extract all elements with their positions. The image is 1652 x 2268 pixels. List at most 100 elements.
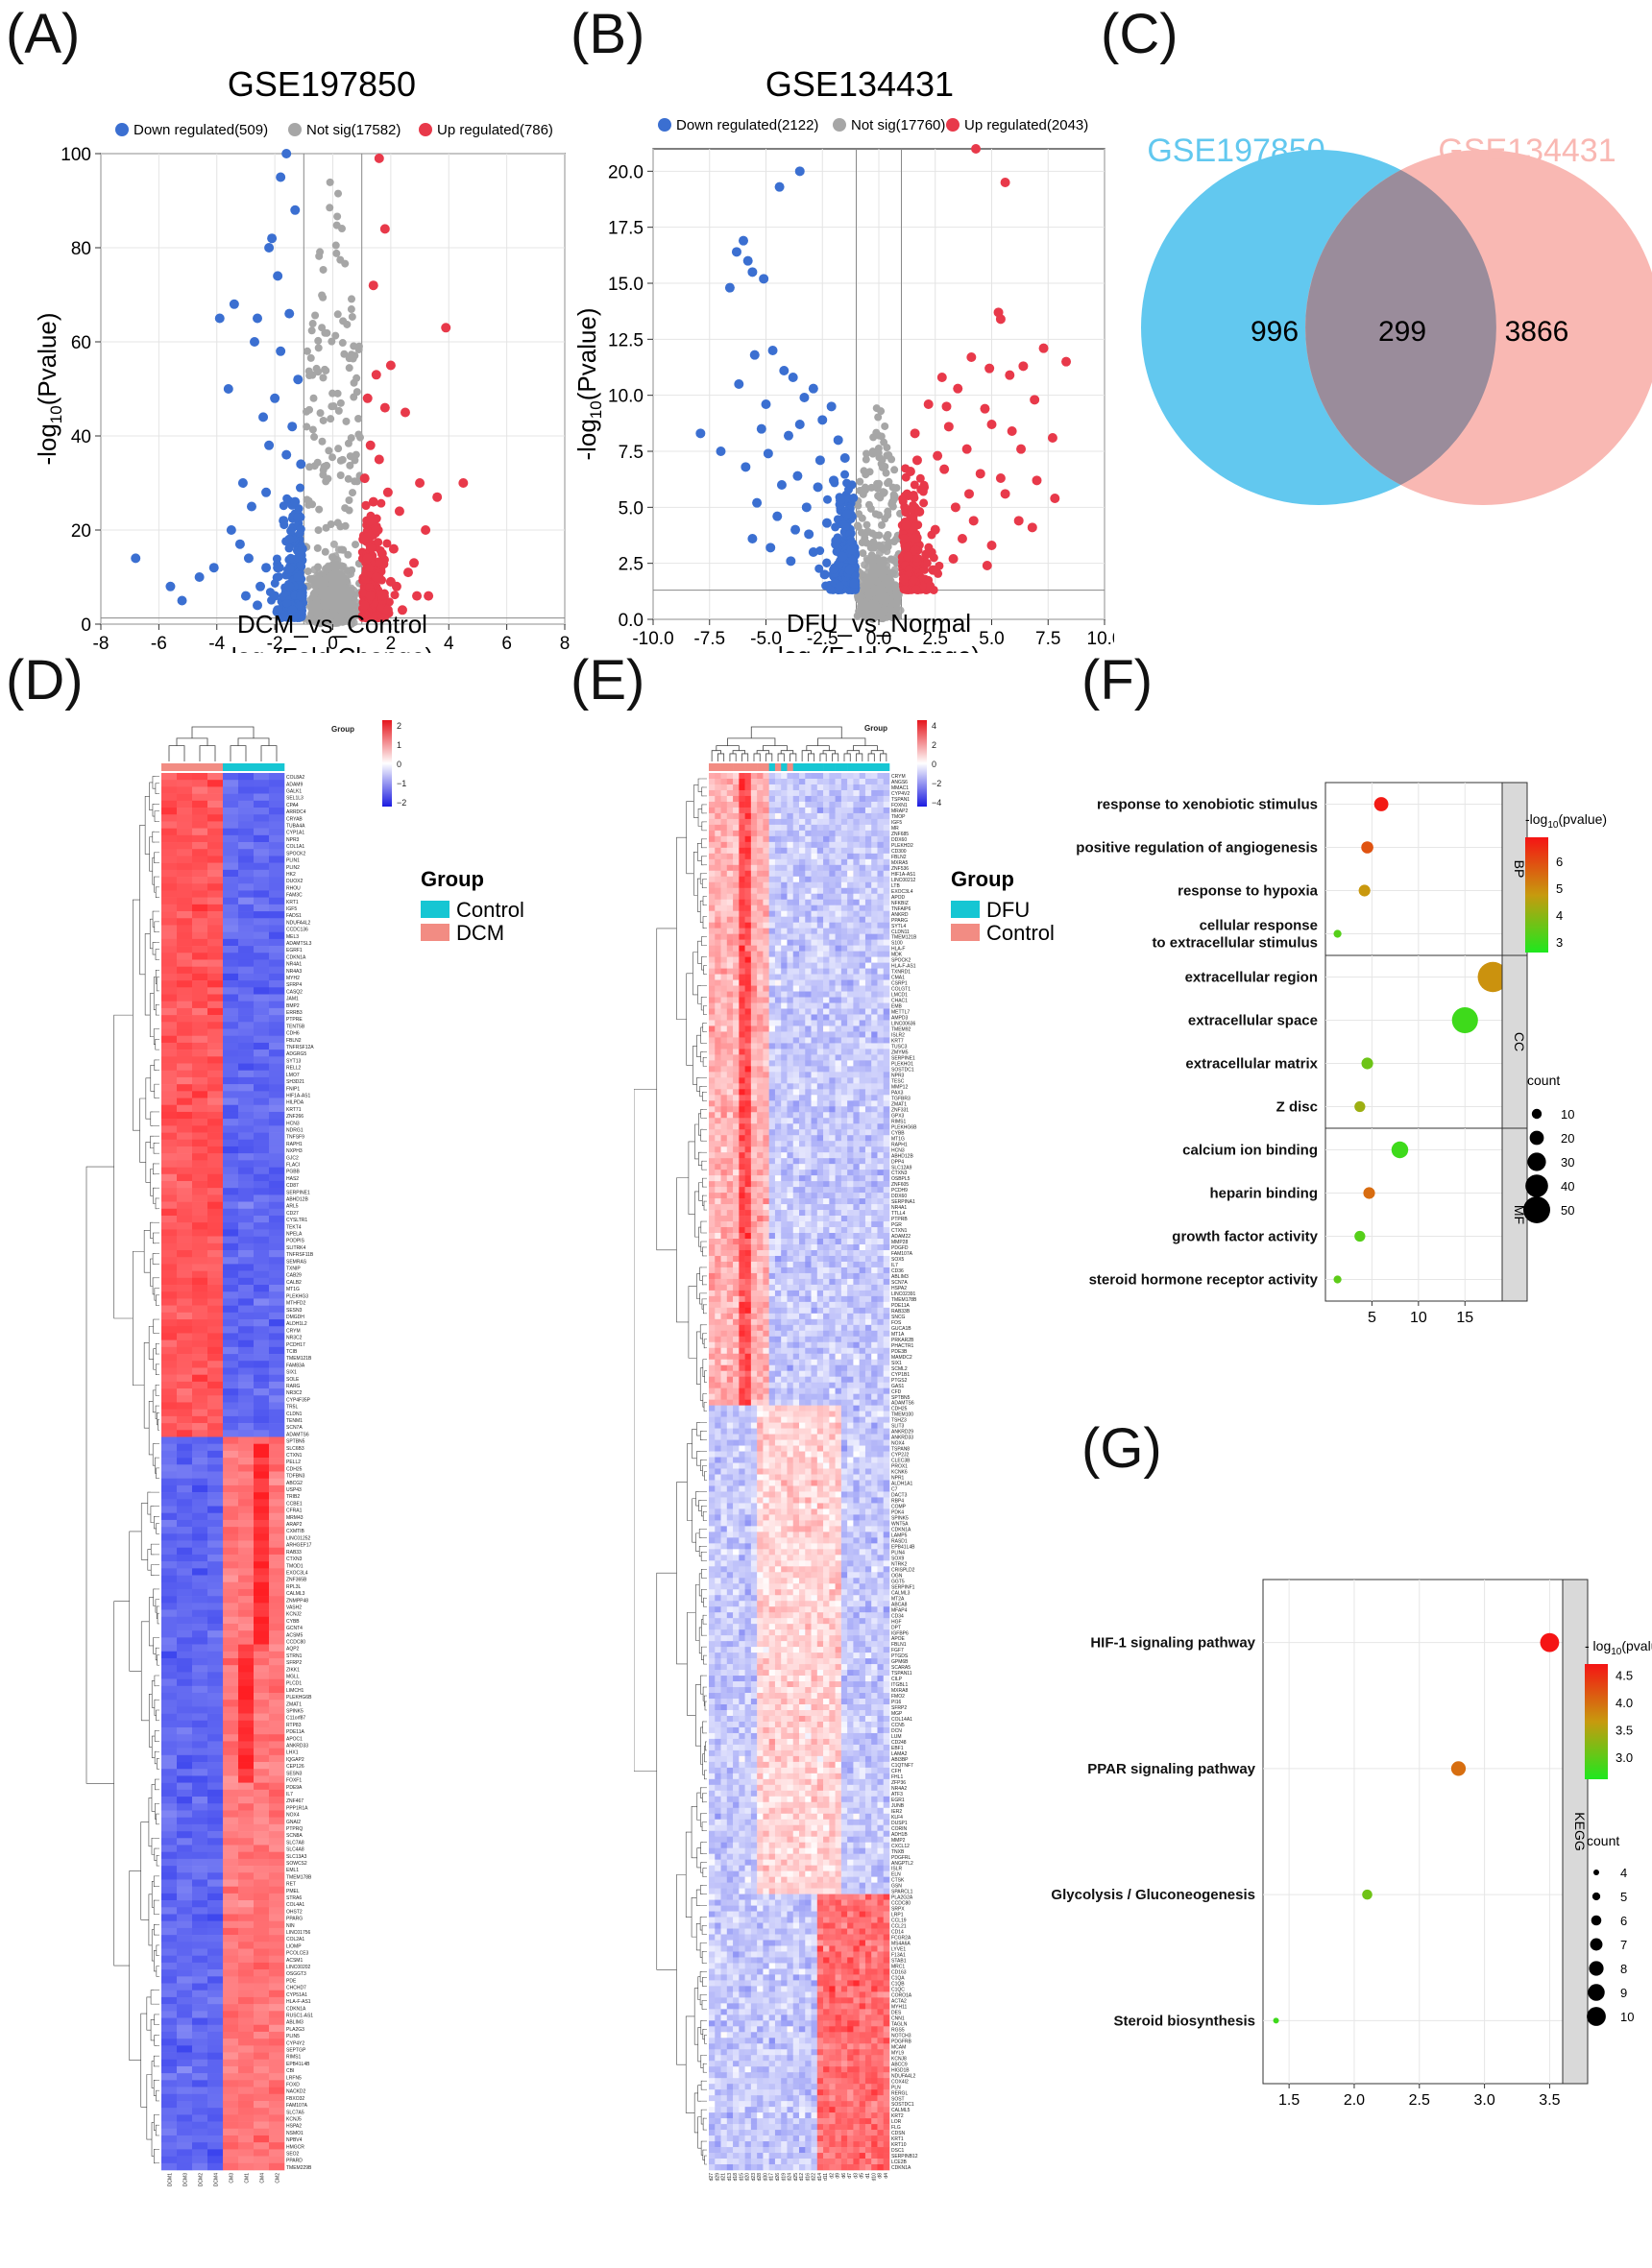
up-point [382, 487, 393, 497]
heatmap-cell [254, 1623, 270, 1631]
heatmap-cell [192, 1866, 208, 1873]
heatmap-cell [238, 877, 255, 884]
heatmap-cell [238, 1035, 255, 1044]
heatmap-cell [254, 1236, 270, 1244]
heatmap-cell [223, 946, 239, 953]
heatmap-cell [223, 862, 239, 871]
heatmap-cell [254, 1180, 270, 1189]
heatmap-cell [238, 938, 255, 947]
heatmap-cell [254, 1678, 270, 1687]
y-tick-label: 20 [71, 521, 91, 542]
up-point [943, 422, 954, 432]
heatmap-cell [207, 1727, 224, 1735]
heatmap-cell [177, 773, 193, 781]
heatmap-cell [238, 1430, 255, 1437]
heatmap-cell [269, 1741, 285, 1749]
heatmap-cell [238, 1609, 255, 1618]
heatmap-cell [269, 1817, 285, 1825]
heatmap-cell [161, 1180, 178, 1189]
heatmap-cell [177, 925, 193, 932]
heatmap-cell [161, 1782, 178, 1791]
heatmap-cell [254, 1312, 270, 1320]
heatmap-cell [161, 1153, 178, 1161]
heatmap-cell [207, 1471, 224, 1480]
heatmap-cell [177, 1050, 193, 1057]
heatmap-cell [254, 1692, 270, 1701]
heatmap-cell [192, 1657, 208, 1666]
heatmap-cell [238, 800, 255, 808]
ns-point [880, 606, 888, 615]
heatmap-cell [269, 1700, 285, 1707]
heatmap-cell [177, 1139, 193, 1147]
heatmap-cell [223, 1153, 239, 1161]
ns-point [331, 599, 340, 608]
up-point [394, 506, 404, 517]
heatmap-cell [254, 1050, 270, 1057]
heatmap-cell [207, 1512, 224, 1521]
heatmap-cell [207, 918, 224, 926]
heatmap-cell [269, 1478, 285, 1486]
dendrogram-branch [150, 1506, 155, 1523]
down-point [786, 556, 796, 567]
heatmap-cell [223, 1630, 239, 1638]
heatmap-cell [207, 1201, 224, 1210]
heatmap-cell [192, 1388, 208, 1396]
down-point [290, 205, 301, 215]
heatmap-cell [238, 904, 255, 912]
heatmap-cell [238, 1319, 255, 1327]
heatmap-cell [254, 1644, 270, 1653]
heatmap-cell [238, 1236, 255, 1244]
heatmap-cell [254, 1028, 270, 1037]
heatmap-cell [177, 793, 193, 802]
heatmap-cell [192, 1270, 208, 1279]
heatmap-cell [269, 849, 285, 857]
heatmap-cell [177, 1028, 193, 1037]
down-point [814, 564, 824, 573]
heatmap-cell [269, 1277, 285, 1286]
heatmap-cell [223, 904, 239, 912]
down-point [270, 393, 280, 403]
heatmap-cell [207, 1484, 224, 1493]
heatmap-cell [161, 1533, 178, 1541]
up-point [379, 402, 390, 413]
volcano-a-title: GSE197850 [228, 64, 416, 104]
heatmap-cell [161, 897, 178, 905]
heatmap-cell [269, 1180, 285, 1189]
heatmap-cell [177, 1305, 193, 1314]
heatmap-cell [177, 973, 193, 981]
heatmap-cell [192, 1506, 208, 1514]
heatmap-cell [177, 1443, 193, 1452]
heatmap-cell [254, 1035, 270, 1044]
down-point [273, 605, 283, 615]
heatmap-cell [192, 1395, 208, 1403]
x-tick-label: 0 [328, 634, 338, 653]
heatmap-cell [254, 786, 270, 794]
ns-point [322, 366, 330, 374]
heatmap-cell [238, 1076, 255, 1085]
dendrogram-branch [155, 969, 158, 984]
heatmap-cell [223, 1333, 239, 1340]
down-point [295, 528, 304, 538]
heatmap-cell [254, 1367, 270, 1375]
heatmap-cell [177, 966, 193, 975]
heatmap-cell [161, 1561, 178, 1569]
heatmap-cell [238, 1540, 255, 1549]
heatmap-cell [207, 1222, 224, 1230]
dendrogram-branch [199, 745, 216, 761]
dendrogram-branch [151, 1680, 155, 1708]
heatmap-cell [254, 1630, 270, 1638]
dendrogram-branch [152, 1253, 156, 1265]
heatmap-cell [161, 1173, 178, 1182]
heatmap-cell [207, 849, 224, 857]
heatmap-cell [177, 1596, 193, 1604]
heatmap-cell [161, 1568, 178, 1576]
ns-point [310, 433, 319, 442]
heatmap-cell [177, 1007, 193, 1016]
heatmap-cell [269, 1554, 285, 1562]
dendrogram-branch [133, 899, 140, 1131]
ns-point [876, 494, 885, 502]
heatmap-cell [207, 1298, 224, 1306]
heatmap-cell [161, 1678, 178, 1687]
heatmap-cell [161, 1450, 178, 1459]
up-point [915, 473, 925, 483]
